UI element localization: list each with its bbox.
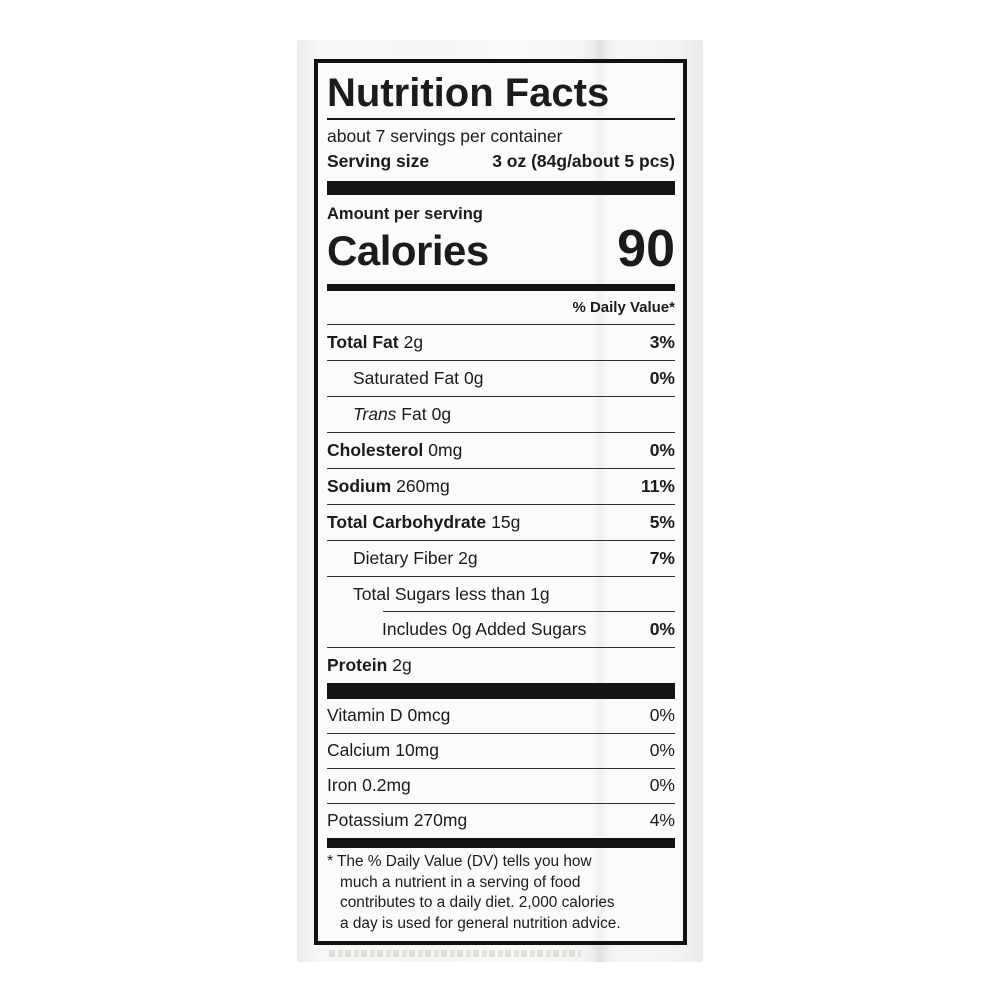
footnote-line: contributes to a daily diet. 2,000 calor…: [340, 894, 615, 911]
nutrient-name-italic-part: Trans: [353, 403, 397, 424]
separator-bar-thick-2: [327, 683, 675, 699]
footnote-line: much a nutrient in a serving of food: [340, 873, 581, 891]
serving-size-value: 3 oz (84g/about 5 pcs): [492, 151, 675, 171]
nutrient-row: Total Carbohydrate 15g 5%: [327, 505, 675, 541]
separator-bar-thick: [327, 181, 675, 195]
separator-bar-small: [327, 838, 675, 848]
nutrient-amount: 2g: [392, 654, 412, 675]
daily-value-footnote: * The % Daily Value (DV) tells you how m…: [327, 852, 675, 936]
nutrient-amount: 0.2mg: [362, 775, 411, 796]
nutrient-row: Total Fat 2g 3%: [327, 325, 675, 361]
nutrient-amount: less than 1g: [455, 583, 550, 604]
servings-per-container: about 7 servings per container: [327, 126, 563, 146]
faint-ingredients-text: [329, 950, 581, 957]
nutrient-row: Includes 0g Added Sugars 0%: [327, 612, 675, 648]
nutrient-daily-value: 5%: [649, 511, 675, 532]
title-rule: [327, 118, 675, 120]
nutrient-name: Total Carbohydrate: [327, 511, 487, 532]
nutrient-amount: 0mcg: [407, 705, 451, 726]
nutrient-amount: 0g: [464, 367, 484, 388]
nutrient-row: Potassium 270mg 4%: [327, 804, 675, 838]
nutrient-name: Total Fat: [327, 331, 399, 352]
nutrient-name: Saturated Fat: [353, 367, 460, 388]
label-title: Nutrition Facts: [327, 71, 610, 115]
nutrient-row: Trans Fat 0g: [327, 397, 675, 433]
serving-size-row: Serving size 3 oz (84g/about 5 pcs): [327, 150, 675, 172]
nutrient-amount: 260mg: [396, 475, 450, 496]
nutrients-list: Total Fat 2g 3% Saturated Fat 0g 0% Trans Fat 0…: [327, 325, 675, 683]
nutrient-daily-value: 0%: [649, 705, 675, 726]
nutrient-row: Calcium 10mg 0%: [327, 734, 675, 769]
nutrient-daily-value: 4%: [649, 810, 675, 831]
nutrient-daily-value: 0%: [649, 775, 675, 796]
nutrient-row: Iron 0.2mg 0%: [327, 769, 675, 804]
footnote-line: * The % Daily Value (DV) tells you how: [327, 853, 592, 870]
nutrient-daily-value: 7%: [649, 547, 675, 568]
nutrient-row: Total Sugars less than 1g: [327, 577, 675, 612]
nutrient-row: Dietary Fiber 2g 7%: [327, 541, 675, 577]
nutrient-daily-value: 0%: [649, 740, 675, 761]
amount-per-serving-label: Amount per serving: [327, 205, 483, 223]
micronutrients-list: Vitamin D 0mcg 0% Calcium 10mg 0% Iron 0.2mg 0% P…: [327, 699, 675, 838]
nutrient-name: Total Sugars: [353, 583, 451, 604]
nutrient-amount: 10mg: [395, 740, 439, 761]
nutrient-row: Saturated Fat 0g 0%: [327, 361, 675, 397]
nutrient-name: Trans Fat: [353, 403, 427, 424]
nutrient-daily-value: 0%: [649, 367, 675, 388]
nutrient-name: Iron: [327, 775, 358, 796]
nutrient-amount: 270mg: [413, 810, 468, 831]
nutrient-amount: 2g: [458, 547, 478, 568]
nutrient-amount: 0g: [431, 403, 452, 424]
nutrient-name: Vitamin D: [327, 705, 403, 726]
serving-size-label: Serving size: [327, 151, 430, 171]
nutrient-name: Calcium: [327, 740, 391, 761]
nutrient-name: Protein: [327, 654, 388, 675]
nutrient-name: Cholesterol: [327, 439, 424, 460]
nutrient-name: Includes 0g Added Sugars: [382, 618, 587, 639]
nutrient-row: Vitamin D 0mcg 0%: [327, 699, 675, 734]
nutrient-row: Protein 2g: [327, 648, 675, 683]
calories-row: Calories 90: [327, 220, 675, 279]
nutrient-row: Sodium 260mg 11%: [327, 469, 675, 505]
nutrient-amount: 0mg: [428, 439, 463, 460]
calories-value: 90: [617, 220, 675, 279]
nutrient-daily-value: 0%: [649, 439, 675, 460]
nutrient-name: Sodium: [327, 475, 392, 496]
nutrient-name: Dietary Fiber: [353, 547, 454, 568]
nutrient-amount: 15g: [491, 511, 521, 532]
nutrient-row: Cholesterol 0mg 0%: [327, 433, 675, 469]
daily-value-header: % Daily Value*: [327, 291, 675, 325]
nutrient-daily-value: 11%: [640, 475, 675, 496]
nutrient-daily-value: 3%: [649, 331, 675, 352]
nutrition-facts-label: Nutrition Facts about 7 servings per con…: [314, 59, 687, 945]
calories-label: Calories: [327, 227, 489, 275]
footnote-line: a day is used for general nutrition advi…: [340, 914, 621, 932]
separator-bar-medium: [327, 284, 675, 291]
nutrient-daily-value: 0%: [649, 618, 675, 639]
nutrient-amount: 2g: [403, 331, 424, 352]
nutrient-name: Potassium: [327, 810, 409, 831]
